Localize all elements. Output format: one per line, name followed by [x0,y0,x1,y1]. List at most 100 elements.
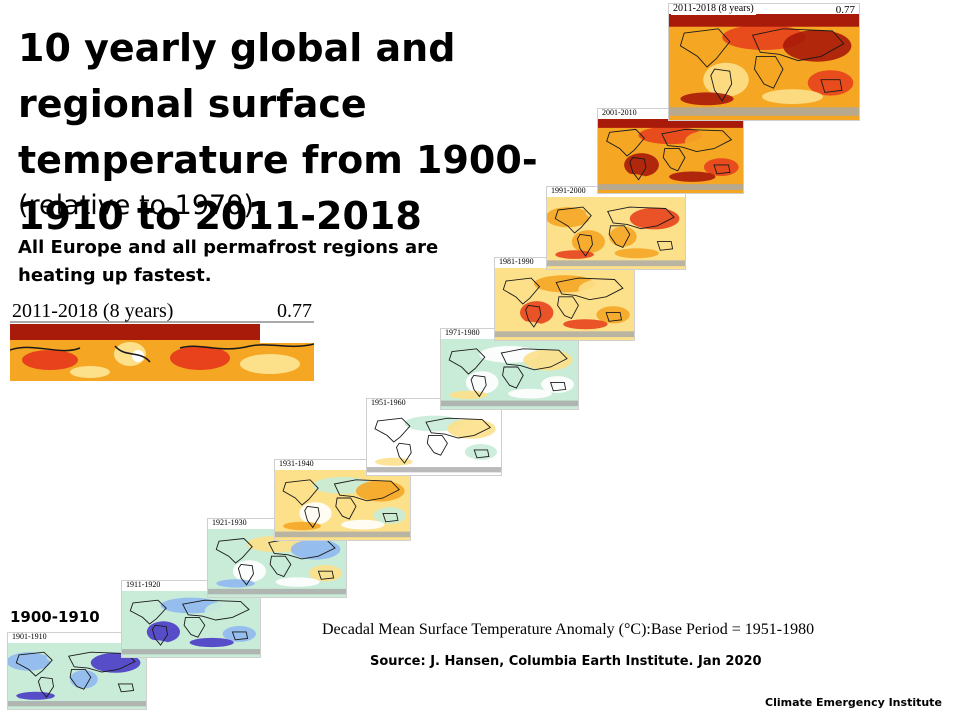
anomaly-region [557,297,586,318]
anomaly-region [283,521,321,531]
slide-title: 10 yearly global and regional surface te… [18,26,538,238]
anomaly-region [122,600,165,619]
anomaly-region [502,367,531,388]
anomaly-region [495,278,538,299]
map-panel-1951-1960: 1951-1960 [366,398,502,476]
continent-outline [182,599,250,621]
continent-outline [396,442,412,464]
map-panel-label: 1931-1940 [277,459,316,469]
anomaly-region [290,539,341,560]
continent-outline [555,277,624,301]
continent-outline [502,366,524,389]
anomaly-region [375,457,413,466]
continent-outline [374,417,411,443]
antarctic-band [367,467,501,473]
continent-outline [662,148,686,172]
anomaly-region [16,691,55,700]
anomaly-region [614,248,659,259]
zoom-inset: 2011-2018 (8 years) 0.77 [10,298,314,381]
anomaly-region [523,349,573,371]
anomaly-region [447,418,496,439]
antarctic-band [122,649,260,655]
continent-outline [576,233,593,257]
anomaly-region [609,226,637,247]
map-panel-label: 1971-1980 [443,328,482,338]
continent-outline [269,555,292,578]
map-panel-1991-2000-map [547,197,685,269]
anomaly-region [555,250,594,259]
continent-outline [183,616,206,638]
continent-outline [304,505,321,529]
continent-outline [525,304,542,328]
anomaly-region [762,89,823,105]
anomaly-region [204,600,255,621]
continent-outline [502,277,541,305]
antarctic-band [598,184,743,191]
continent-outline [473,449,490,459]
anomaly-region [508,388,552,399]
anomaly-region [520,301,554,325]
zoom-inset-label: 2011-2018 (8 years) [12,300,174,322]
anomaly-region [189,637,234,648]
anomaly-region [184,618,212,637]
slide-note: All Europe and all permafrost regions ar… [18,237,439,286]
anomaly-region [449,390,488,400]
map-panel-label: 2011-2018 (8 years) [671,3,756,15]
anomaly-region [356,480,405,502]
zoom-inset-mask [260,324,314,343]
anomaly-region [629,207,680,230]
arctic-band [598,119,743,128]
continent-outline [333,479,400,502]
map-panel-label: 2001-2010 [600,108,639,118]
anomaly-region [427,436,455,455]
continent-outline [237,563,254,586]
continent-outline [549,381,567,392]
anomaly-region [669,171,716,182]
anomaly-region [624,153,659,177]
anomaly-region [341,519,385,530]
continent-outline [117,683,135,693]
anomaly-region [391,439,424,461]
anomaly-region [275,479,317,500]
continent-outline [607,206,675,230]
anomaly-region [547,207,590,228]
continent-outline [282,479,319,506]
continent-outline [500,348,568,371]
continent-outline [151,624,168,646]
continent-outline [661,128,733,153]
continent-outline [470,374,487,398]
continent-outline [629,157,647,181]
antarctic-band [441,400,578,407]
map-panel-label: 1911-1920 [124,580,163,590]
anomaly-region [598,129,643,151]
map-panel-1981-1990-map [495,268,634,340]
continent-outline [426,434,448,456]
map-panel-1931-1940: 1931-1940 [274,459,411,541]
anomaly-region [70,670,98,689]
continent-outline [231,631,249,641]
map-panel-2001-2010: 2001-2010 [597,108,744,194]
anomaly-region [208,538,251,558]
anomaly-region [299,502,332,525]
slide-subtitle: (relative to 1970). [18,190,263,221]
institute-credit: Climate Emergency Institute [765,696,942,709]
map-panel-1991-2000: 1991-2000 [546,186,686,270]
anomaly-region [367,418,409,437]
anomaly-region [335,498,363,519]
continent-outline [15,651,53,677]
continent-outline [656,241,674,251]
continent-outline [713,164,731,175]
map-panel-1901-1910: 1901-1910 [7,632,147,710]
anomaly-region [571,230,605,254]
continent-outline [129,599,167,625]
map-panel-1971-1980-map [441,339,578,409]
anomaly-region [563,319,608,330]
anomaly-region [232,560,266,583]
anomaly-region [32,673,66,695]
continent-outline [606,128,646,157]
continent-outline [557,296,579,319]
continent-outline [448,348,486,375]
anomaly-region [75,689,120,700]
continent-outline [820,79,843,93]
source-credit: Source: J. Hansen, Columbia Earth Instit… [370,654,762,669]
